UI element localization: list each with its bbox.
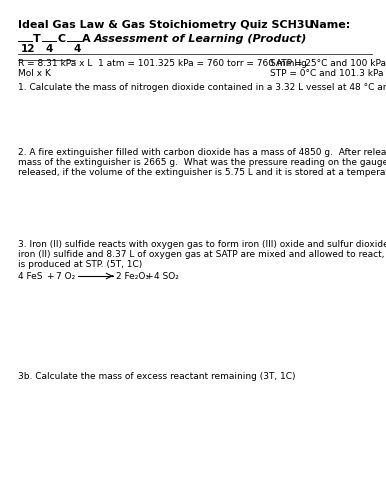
Text: 2. A fire extinguisher filled with carbon dioxide has a mass of 4850 g.  After r: 2. A fire extinguisher filled with carbo…: [18, 148, 386, 157]
Text: +: +: [145, 272, 152, 281]
Text: Ideal Gas Law & Gas Stoichiometry Quiz SCH3U: Ideal Gas Law & Gas Stoichiometry Quiz S…: [18, 20, 313, 30]
Text: 4: 4: [73, 44, 80, 54]
Text: C: C: [57, 34, 65, 44]
Text: R = 8.31 kPa x L: R = 8.31 kPa x L: [18, 59, 92, 68]
Text: Name:: Name:: [310, 20, 350, 30]
Text: 4 FeS: 4 FeS: [18, 272, 42, 281]
Text: 2 Fe₂O₃: 2 Fe₂O₃: [116, 272, 149, 281]
Text: released, if the volume of the extinguisher is 5.75 L and it is stored at a temp: released, if the volume of the extinguis…: [18, 168, 386, 177]
Text: 4 SO₂: 4 SO₂: [154, 272, 179, 281]
Text: 3. Iron (II) sulfide reacts with oxygen gas to form iron (III) oxide and sulfur : 3. Iron (II) sulfide reacts with oxygen …: [18, 240, 386, 249]
Text: 12: 12: [21, 44, 36, 54]
Text: 1. Calculate the mass of nitrogen dioxide contained in a 3.32 L vessel at 48 °C : 1. Calculate the mass of nitrogen dioxid…: [18, 83, 386, 92]
Text: mass of the extinguisher is 2665 g.  What was the pressure reading on the gauge : mass of the extinguisher is 2665 g. What…: [18, 158, 386, 167]
Text: 4: 4: [46, 44, 53, 54]
Text: STP = 0°C and 101.3 kPa: STP = 0°C and 101.3 kPa: [270, 69, 384, 78]
Text: A: A: [82, 34, 91, 44]
Text: SATP = 25°C and 100 kPa: SATP = 25°C and 100 kPa: [270, 59, 386, 68]
Text: iron (II) sulfide and 8.37 L of oxygen gas at SATP are mixed and allowed to reac: iron (II) sulfide and 8.37 L of oxygen g…: [18, 250, 386, 259]
Text: is produced at STP. (5T, 1C): is produced at STP. (5T, 1C): [18, 260, 142, 269]
Text: Mol x K: Mol x K: [18, 69, 51, 78]
Text: +: +: [46, 272, 54, 281]
Text: Assessment of Learning (Product): Assessment of Learning (Product): [94, 34, 307, 44]
Text: 3b. Calculate the mass of excess reactant remaining (3T, 1C): 3b. Calculate the mass of excess reactan…: [18, 372, 296, 381]
Text: 1 atm = 101.325 kPa = 760 torr = 760 mmHg: 1 atm = 101.325 kPa = 760 torr = 760 mmH…: [98, 59, 307, 68]
Text: T: T: [33, 34, 41, 44]
Text: 7 O₂: 7 O₂: [56, 272, 75, 281]
